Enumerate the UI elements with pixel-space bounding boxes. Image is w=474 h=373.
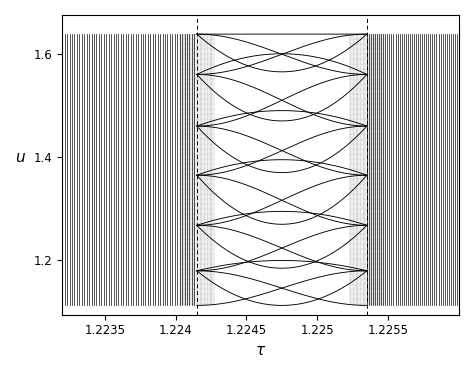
Y-axis label: u: u xyxy=(15,150,25,165)
X-axis label: τ: τ xyxy=(256,343,265,358)
